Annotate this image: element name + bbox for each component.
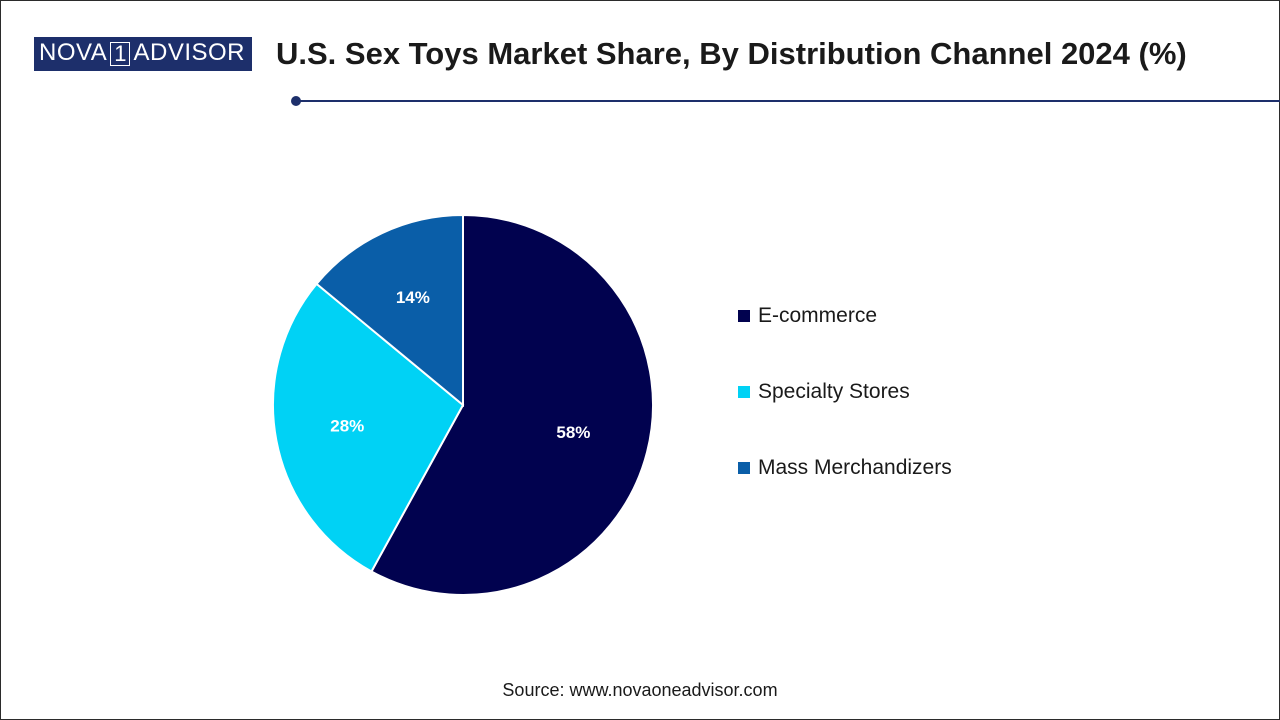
legend-item-specialty-stores: Specialty Stores bbox=[738, 378, 952, 406]
legend-label-specialty-stores: Specialty Stores bbox=[758, 380, 910, 403]
source-note: Source: www.novaoneadvisor.com bbox=[502, 680, 778, 700]
pie-data-label-mass-merchandizers: 14% bbox=[396, 288, 430, 307]
legend-label-e-commerce: E-commerce bbox=[758, 304, 878, 327]
legend-item-e-commerce: E-commerce bbox=[738, 302, 952, 330]
title-rule-line bbox=[300, 100, 1280, 102]
logo-text-one: 1 bbox=[110, 42, 131, 66]
chart-legend: E-commerce Specialty Stores Mass Merchan… bbox=[738, 302, 952, 530]
legend-swatch-mass-merchandizers bbox=[738, 462, 750, 474]
legend-swatch-specialty-stores bbox=[738, 386, 750, 398]
pie-data-label-specialty-stores: 28% bbox=[330, 417, 364, 436]
logo-text-nova: NOVA bbox=[35, 38, 110, 70]
pie-slice-specialty-stores bbox=[272, 282, 465, 573]
chart-title: U.S. Sex Toys Market Share, By Distribut… bbox=[276, 36, 1187, 71]
pie-slice-e-commerce bbox=[370, 213, 654, 596]
legend-label-mass-merchandizers: Mass Merchandizers bbox=[758, 456, 952, 479]
pie-data-label-e-commerce: 58% bbox=[556, 423, 590, 442]
logo-number-box: 1 bbox=[109, 38, 132, 70]
legend-item-mass-merchandizers: Mass Merchandizers bbox=[738, 454, 952, 482]
legend-swatch-e-commerce bbox=[738, 310, 750, 322]
pie-slice-mass-merchandizers bbox=[315, 213, 464, 408]
title-rule-dot bbox=[291, 96, 301, 106]
logo-text-advisor: ADVISOR bbox=[131, 38, 252, 70]
brand-logo: NOVA 1 ADVISOR bbox=[34, 37, 253, 71]
